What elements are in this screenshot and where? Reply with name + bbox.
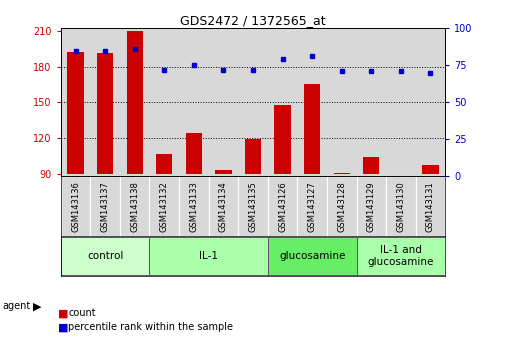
Title: GDS2472 / 1372565_at: GDS2472 / 1372565_at [180, 14, 325, 27]
FancyBboxPatch shape [120, 176, 149, 236]
Bar [297, 28, 326, 176]
Bar [156, 154, 172, 174]
FancyBboxPatch shape [267, 236, 356, 275]
FancyBboxPatch shape [238, 176, 267, 236]
Bar [244, 139, 261, 174]
Text: GSM143137: GSM143137 [100, 181, 110, 232]
Bar [333, 173, 349, 174]
Text: GSM143129: GSM143129 [366, 181, 375, 232]
Bar [61, 28, 90, 176]
Text: GSM143138: GSM143138 [130, 181, 139, 232]
Text: ■: ■ [58, 322, 69, 332]
FancyBboxPatch shape [208, 176, 238, 236]
FancyBboxPatch shape [297, 176, 326, 236]
Bar [90, 28, 120, 176]
FancyBboxPatch shape [356, 236, 444, 275]
FancyBboxPatch shape [61, 176, 90, 236]
Text: GSM143133: GSM143133 [189, 181, 198, 232]
Bar [385, 28, 415, 176]
Text: GSM143131: GSM143131 [425, 181, 434, 232]
Text: IL-1: IL-1 [199, 251, 218, 261]
Bar [326, 28, 356, 176]
Bar [215, 171, 231, 174]
Bar [238, 28, 267, 176]
Bar [304, 85, 320, 174]
Text: GSM143135: GSM143135 [248, 181, 257, 232]
Bar [185, 133, 201, 174]
Bar [208, 28, 238, 176]
FancyBboxPatch shape [385, 176, 415, 236]
Text: agent: agent [3, 301, 31, 311]
Bar [179, 28, 208, 176]
FancyBboxPatch shape [415, 176, 444, 236]
FancyBboxPatch shape [179, 176, 208, 236]
Text: GSM143130: GSM143130 [395, 181, 405, 232]
FancyBboxPatch shape [90, 176, 120, 236]
FancyBboxPatch shape [356, 176, 385, 236]
Text: IL-1 and
glucosamine: IL-1 and glucosamine [367, 245, 433, 267]
Text: GSM143128: GSM143128 [336, 181, 345, 232]
FancyBboxPatch shape [267, 176, 297, 236]
Text: GSM143127: GSM143127 [307, 181, 316, 232]
FancyBboxPatch shape [61, 236, 149, 275]
Bar [149, 28, 179, 176]
Text: control: control [87, 251, 123, 261]
Text: GSM143134: GSM143134 [219, 181, 227, 232]
Bar [363, 157, 379, 174]
Text: GSM143126: GSM143126 [278, 181, 286, 232]
FancyBboxPatch shape [149, 236, 267, 275]
Text: count: count [68, 308, 96, 318]
Text: ■: ■ [58, 308, 69, 318]
Text: ▶: ▶ [33, 301, 41, 311]
Text: GSM143136: GSM143136 [71, 181, 80, 232]
Bar [126, 31, 142, 174]
Bar [120, 28, 149, 176]
FancyBboxPatch shape [149, 176, 179, 236]
Bar [274, 105, 290, 174]
FancyBboxPatch shape [326, 176, 356, 236]
Bar [97, 53, 113, 174]
Text: glucosamine: glucosamine [278, 251, 345, 261]
Bar [415, 28, 444, 176]
Bar [267, 28, 297, 176]
Bar [67, 52, 83, 174]
Text: GSM143132: GSM143132 [160, 181, 169, 232]
Bar [356, 28, 385, 176]
Text: percentile rank within the sample: percentile rank within the sample [68, 322, 233, 332]
Bar [422, 165, 438, 174]
